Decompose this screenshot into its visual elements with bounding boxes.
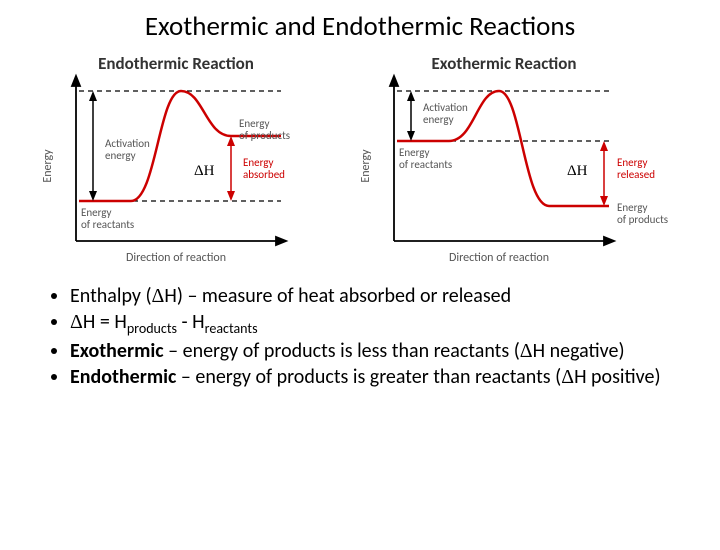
chart-row: Endothermic Reaction Energy Direction of… (0, 51, 720, 276)
delta-h-label: ΔH (567, 163, 587, 180)
activation-arrow (89, 91, 97, 201)
bullet-formula: ΔH = Hproducts - Hreactants (70, 310, 680, 338)
bullet-enthalpy: Enthalpy (ΔH) – measure of heat absorbed… (70, 284, 680, 309)
endothermic-chart: Endothermic Reaction Energy Direction of… (31, 51, 341, 276)
chart-title: Endothermic Reaction (98, 53, 254, 74)
products-label: Energyof products (239, 117, 290, 142)
absorbed-arrow (227, 136, 235, 201)
reactants-label: Energyof reactants (399, 146, 452, 171)
reactants-label: Energyof reactants (81, 206, 134, 231)
x-axis-label: Direction of reaction (449, 251, 549, 265)
activation-label: Activationenergy (423, 101, 468, 126)
page-title: Exothermic and Endothermic Reactions (0, 10, 720, 43)
x-axis-label: Direction of reaction (126, 251, 226, 265)
bullet-endothermic: Endothermic – energy of products is grea… (70, 365, 680, 390)
activation-arrow (407, 91, 415, 141)
chart-title: Exothermic Reaction (431, 53, 576, 74)
y-axis-label: Energy (41, 149, 55, 183)
y-axis-label: Energy (359, 149, 373, 183)
bullet-exothermic: Exothermic – energy of products is less … (70, 339, 680, 364)
released-label: Energyreleased (617, 156, 655, 181)
activation-label: Activationenergy (105, 137, 150, 162)
exothermic-chart: Exothermic Reaction Energy Direction of … (349, 51, 689, 276)
absorbed-label: Energyabsorbed (243, 156, 285, 181)
delta-h-label: ΔH (194, 163, 214, 180)
products-label: Energyof products (617, 201, 668, 226)
released-arrow (600, 141, 608, 206)
bullet-list: Enthalpy (ΔH) – measure of heat absorbed… (0, 276, 720, 390)
